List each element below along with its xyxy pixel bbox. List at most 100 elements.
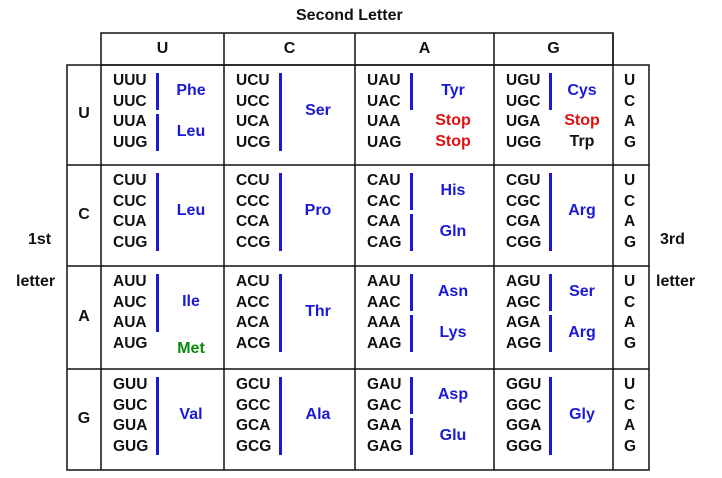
- codon: AUC: [113, 293, 147, 311]
- amino-acid-label: Pro: [304, 202, 332, 219]
- codon: UGG: [506, 133, 542, 151]
- third-letter: A: [624, 314, 636, 331]
- third-letter: A: [624, 417, 636, 434]
- codon: UUU: [113, 72, 147, 89]
- codon-block: CAU CAC CAA CAG His Gln: [355, 165, 494, 266]
- codon: AAC: [367, 293, 401, 311]
- codon: CUC: [113, 192, 147, 210]
- codon: GGC: [506, 396, 542, 414]
- group-bracket: [410, 315, 413, 352]
- codon: AGG: [506, 334, 542, 352]
- codon: UAA: [367, 113, 401, 130]
- codon-block: GUU GUC GUA GUG Val: [101, 369, 224, 470]
- group-bracket: [156, 114, 159, 151]
- first-letter-cell: G: [77, 409, 91, 427]
- amino-acid-label: Trp: [569, 132, 595, 150]
- codon-list: GAU GAC GAA GAG: [367, 375, 402, 457]
- codon: GUG: [113, 437, 149, 455]
- amino-acid-label: Phe: [176, 81, 206, 99]
- amino-acid-label: Cys: [567, 81, 597, 99]
- codon: AUG: [113, 334, 148, 352]
- codon: AUU: [113, 273, 147, 290]
- second-letter-header: A: [418, 40, 431, 57]
- amino-acid-label: Tyr: [441, 81, 465, 99]
- amino-acid-label: Gly: [569, 406, 595, 423]
- codon: UAC: [367, 92, 401, 110]
- third-letter: C: [624, 192, 636, 210]
- codon: GAA: [367, 417, 402, 434]
- codon-block: AAU AAC AAA AAG Asn Lys: [355, 266, 494, 369]
- codon-block: UAU UAC UAA UAG Tyr Stop Stop: [355, 65, 494, 165]
- group-bracket: [549, 315, 552, 352]
- amino-acid-label: Gln: [439, 222, 467, 240]
- codon-block: GGU GGC GGA GGG Gly: [494, 369, 613, 470]
- group-bracket: [549, 173, 552, 251]
- codon-list: CGU CGC CGA CGG: [506, 171, 541, 253]
- codon-block: AUU AUC AUA AUG Ile Met: [101, 266, 224, 369]
- codon: CCG: [236, 233, 271, 251]
- codon-block: AGU AGC AGA AGG Ser Arg: [494, 266, 613, 369]
- amino-acid-label: Arg: [568, 323, 596, 341]
- third-letter: A: [624, 113, 636, 130]
- amino-acid-label: His: [440, 181, 466, 199]
- codon: CAU: [367, 172, 401, 189]
- codon-list: AGU AGC AGA AGG: [506, 272, 541, 354]
- codon: CAG: [367, 233, 402, 251]
- group-bracket: [410, 274, 413, 311]
- group-bracket: [549, 73, 552, 110]
- group-bracket: [410, 418, 413, 455]
- codon: CAC: [367, 192, 401, 210]
- codon: CGG: [506, 233, 542, 251]
- codon: UCG: [236, 133, 271, 151]
- codon-block: GAU GAC GAA GAG Asp Glu: [355, 369, 494, 470]
- codon: GGU: [506, 376, 542, 393]
- codon-list: UAU UAC UAA UAG: [367, 71, 401, 153]
- codon: GAU: [367, 376, 402, 393]
- codon: GUA: [113, 417, 148, 434]
- third-letter: C: [624, 293, 636, 311]
- codon: CGA: [506, 213, 541, 230]
- codon: GAC: [367, 396, 402, 414]
- third-letter: C: [624, 396, 636, 414]
- second-letter-header: U: [156, 40, 169, 57]
- codon: UUC: [113, 92, 147, 110]
- codon-block: UGU UGC UGA UGG Cys Stop Trp: [494, 65, 613, 165]
- group-bracket: [410, 214, 413, 251]
- codon: AUA: [113, 314, 147, 331]
- codon: CCA: [236, 213, 270, 230]
- amino-acid-label: Val: [179, 406, 203, 423]
- codon: GGG: [506, 437, 543, 455]
- codon: UAU: [367, 72, 401, 89]
- codon: UUG: [113, 133, 148, 151]
- codon: AAG: [367, 334, 402, 352]
- amino-acid-label: Asn: [437, 282, 469, 300]
- amino-acid-label: Ser: [305, 102, 331, 119]
- amino-acid-label: Met: [177, 339, 205, 357]
- group-bracket: [156, 173, 159, 251]
- codon: ACA: [236, 314, 270, 331]
- codon: AAU: [367, 273, 401, 290]
- codon-block: GCU GCC GCA GCG Ala: [224, 369, 355, 470]
- codon: GUU: [113, 376, 148, 393]
- codon: AGU: [506, 273, 541, 290]
- codon: UAG: [367, 133, 402, 151]
- codon: ACG: [236, 334, 271, 352]
- amino-acid-label: Stop: [564, 112, 600, 130]
- second-letter-header: C: [283, 40, 296, 57]
- group-bracket: [410, 173, 413, 210]
- codon: GUC: [113, 396, 148, 414]
- third-letter: U: [624, 273, 636, 290]
- third-letter: G: [624, 437, 637, 455]
- third-letter: G: [624, 233, 637, 251]
- codon: GCC: [236, 396, 271, 414]
- amino-acid-label: Asp: [437, 385, 469, 403]
- codon-list: CUU CUC CUA CUG: [113, 171, 147, 253]
- third-letter: G: [624, 334, 637, 352]
- codon-list: ACU ACC ACA ACG: [236, 272, 270, 354]
- codon: GCA: [236, 417, 271, 434]
- codon-block: CCU CCC CCA CCG Pro: [224, 165, 355, 266]
- codon-list: UUU UUC UUA UUG: [113, 71, 147, 153]
- codon: UGC: [506, 92, 541, 110]
- codon: GAG: [367, 437, 403, 455]
